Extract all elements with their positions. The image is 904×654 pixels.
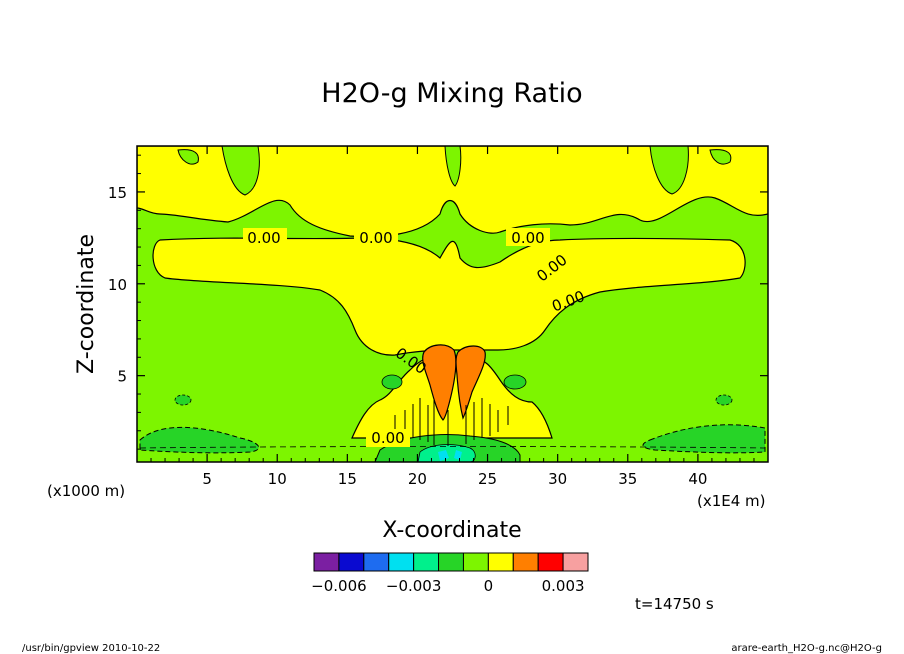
colorbar-label: 0.003 bbox=[542, 577, 585, 595]
green-eddy-left bbox=[139, 426, 260, 454]
colorbar-label: −0.006 bbox=[311, 577, 367, 595]
colorbar-swatch bbox=[487, 552, 514, 572]
contour-label: 0.00 bbox=[511, 229, 544, 247]
x-tick-label: 10 bbox=[268, 470, 287, 488]
contour-label: 0.00 bbox=[247, 229, 280, 247]
x-unit-left: (x1000 m) bbox=[47, 482, 125, 500]
green-dot-right bbox=[715, 394, 733, 406]
orange-plume-left bbox=[422, 344, 457, 421]
cloud-streaks bbox=[394, 398, 509, 446]
lightgreen-blob-4 bbox=[649, 146, 689, 195]
colorbar-swatch bbox=[562, 552, 589, 572]
y-tick-label: 5 bbox=[117, 368, 127, 386]
x-tick-label: 35 bbox=[618, 470, 637, 488]
orange-plume-right bbox=[455, 345, 486, 420]
chart-title: H2O-g Mixing Ratio bbox=[321, 78, 582, 109]
colorbar-swatch bbox=[413, 552, 440, 572]
colorbar: −0.006 −0.003 0 0.003 bbox=[311, 552, 589, 595]
colorbar-swatch bbox=[438, 552, 464, 572]
colorbar-swatch bbox=[313, 552, 340, 572]
x-axis: 5 10 15 20 25 30 35 40 bbox=[150, 146, 755, 488]
upper-yellow-region bbox=[137, 146, 768, 238]
colorbar-swatch bbox=[363, 552, 390, 572]
green-eddy-right bbox=[642, 424, 766, 454]
x-tick-label: 20 bbox=[408, 470, 427, 488]
dashed-contour bbox=[139, 446, 766, 449]
x-unit-right: (x1E4 m) bbox=[697, 492, 766, 510]
x-tick-label: 5 bbox=[202, 470, 212, 488]
colorbar-label: −0.003 bbox=[386, 577, 442, 595]
x-tick-label: 30 bbox=[548, 470, 567, 488]
green-puff-right bbox=[503, 374, 527, 390]
lightgreen-blob-2 bbox=[177, 149, 199, 165]
contour-label: 0.00 bbox=[371, 429, 404, 447]
colorbar-swatch bbox=[338, 552, 365, 572]
y-tick-label: 15 bbox=[108, 184, 127, 202]
lightgreen-blob-3 bbox=[444, 146, 462, 187]
x-tick-label: 15 bbox=[338, 470, 357, 488]
x-tick-label: 25 bbox=[478, 470, 497, 488]
colorbar-swatch bbox=[537, 552, 564, 572]
colorbar-swatch bbox=[388, 552, 415, 572]
colorbar-swatch bbox=[462, 552, 489, 572]
footer-left: /usr/bin/gpview 2010-10-22 bbox=[22, 643, 160, 654]
time-label: t=14750 s bbox=[635, 595, 714, 613]
green-puff-left bbox=[381, 374, 403, 390]
colorbar-label: 0 bbox=[484, 577, 494, 595]
y-axis-label: Z-coordinate bbox=[74, 234, 99, 374]
plot-frame bbox=[136, 145, 769, 463]
green-dot-left bbox=[174, 394, 192, 406]
y-axis: 5 10 15 bbox=[108, 154, 768, 450]
contour-label: 0.00 bbox=[359, 229, 392, 247]
y-tick-label: 10 bbox=[108, 276, 127, 294]
lightgreen-blob-5 bbox=[709, 149, 732, 165]
x-axis-label: X-coordinate bbox=[382, 518, 521, 543]
contour-labels: 0.00 0.00 0.00 0.00 0.00 0.00 0.00 bbox=[243, 228, 587, 447]
x-tick-label: 40 bbox=[688, 470, 707, 488]
cyan-spots bbox=[438, 450, 462, 461]
colorbar-swatch bbox=[512, 552, 539, 572]
middle-yellow-region bbox=[152, 237, 746, 356]
footer-right: arare-earth_H2O-g.nc@H2O-g bbox=[731, 643, 882, 654]
lightgreen-blob-1 bbox=[221, 146, 260, 196]
plot-area bbox=[137, 146, 768, 462]
